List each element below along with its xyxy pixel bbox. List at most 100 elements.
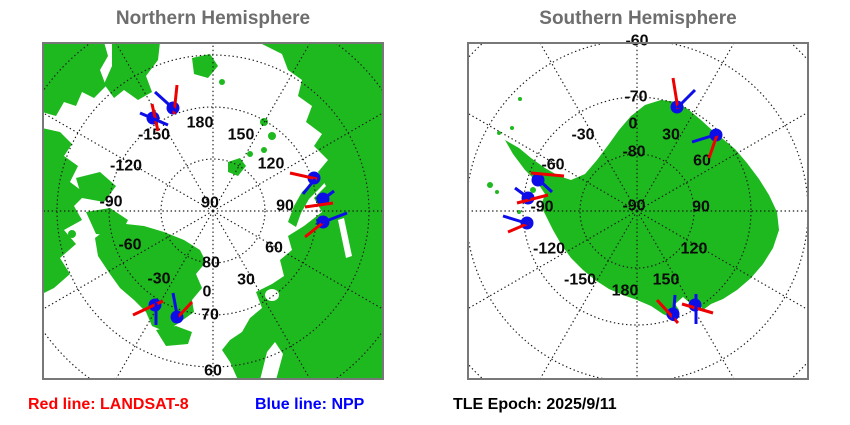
landsat8-track-line (707, 134, 719, 159)
meridian-line (212, 111, 384, 212)
land-islet (60, 188, 68, 196)
landsat8-track-line (150, 103, 160, 132)
graticule-label: 60 (693, 153, 711, 170)
north-landmasses (42, 42, 384, 380)
land-islet (268, 132, 276, 140)
npp-track-line (691, 132, 719, 144)
landsat8-track-line (175, 300, 194, 320)
graticule-label: 60 (265, 240, 283, 257)
north-map-title: Northern Hemisphere (115, 8, 311, 29)
land-chukotka (104, 42, 160, 100)
south-map-title: Southern Hemisphere (539, 8, 737, 29)
graticule-label: 80 (202, 255, 220, 272)
meridian-line (636, 42, 736, 212)
graticule-label: -60 (541, 157, 564, 174)
legend-tle-epoch: TLE Epoch: 2025/9/11 (453, 396, 617, 413)
latitude-ring (579, 153, 695, 269)
north-graticule-labels: 180 150 -150 120 -120 90 -90 90 60 -60 80 30 -30 0 70 6… (99, 115, 294, 380)
npp-track-line (671, 294, 677, 322)
meridian-line (212, 210, 312, 380)
land-islet (510, 126, 514, 130)
graticule-label: -70 (624, 89, 647, 106)
npp-track-line (153, 90, 178, 113)
npp-track-line (139, 111, 169, 127)
graticule-label: -90 (622, 198, 645, 215)
land-islet (495, 190, 499, 194)
meridian-line (467, 210, 638, 310)
graticule-label: -90 (530, 199, 553, 216)
meridian-line (636, 210, 736, 380)
graticule-label: -90 (99, 194, 122, 211)
graticule-label: -30 (571, 127, 594, 144)
npp-track-line (536, 177, 554, 194)
graticule-label: 180 (187, 115, 214, 132)
landsat8-track-line (132, 299, 164, 317)
legend-landsat8: Red line: LANDSAT-8 (28, 396, 189, 413)
graticule-label: 180 (612, 283, 639, 300)
graticule-label: 120 (681, 241, 708, 258)
graticule-label: -80 (622, 144, 645, 161)
north-satellite-markers (132, 84, 348, 325)
meridian-line (114, 210, 214, 380)
land-islet (68, 230, 76, 238)
npp-track-line (301, 178, 317, 195)
southern-hemisphere-map: -60 -70 0 30 -30 -80 60 -60 90 -90 -90 120 -120 150 -1… (467, 33, 809, 380)
landsat8-track-line (516, 193, 549, 205)
water-ob-gulf (338, 218, 352, 258)
npp-track-line (321, 189, 335, 202)
graticule-label: -60 (625, 33, 648, 50)
graticule-label: -30 (147, 271, 170, 288)
graticule-label: -150 (564, 272, 596, 289)
landsat8-track-line (507, 221, 530, 234)
graticule-label: -120 (533, 241, 565, 258)
south-graticule-labels: -60 -70 0 30 -30 -80 60 -60 90 -90 -90 120 -120 150 -1… (530, 33, 711, 300)
land-islet (219, 79, 225, 85)
north-map-frame (42, 42, 384, 380)
npp-track-line (171, 292, 180, 321)
meridian-line (42, 111, 214, 212)
land-alaska (42, 42, 108, 116)
land-novaya-zemlya (288, 174, 328, 227)
graticule-label: 30 (662, 127, 680, 144)
latitude-ring (108, 106, 318, 316)
graticule-label: 90 (276, 198, 294, 215)
meridian-line (114, 42, 214, 212)
landsat8-track-line (304, 201, 334, 209)
landsat8-track-line (530, 171, 565, 178)
meridian-line (636, 210, 809, 311)
meridian-line (538, 210, 638, 380)
graticule-label: 150 (228, 127, 255, 144)
land-islet (530, 187, 536, 193)
latitude-ring (160, 158, 266, 264)
land-svalbard (228, 158, 246, 176)
meridian-line (42, 210, 214, 311)
land-new-siberian-islands (192, 54, 218, 78)
south-map-frame (467, 42, 809, 380)
npp-track-line (675, 88, 697, 110)
landsat8-track-line (671, 77, 680, 110)
water-white-sea (265, 289, 279, 301)
land-islet (261, 147, 267, 153)
land-islet (487, 182, 493, 188)
meridian-line (636, 111, 809, 212)
graticule-label: 120 (258, 156, 285, 173)
north-graticule (42, 42, 384, 380)
graticule-label: 0 (203, 284, 212, 301)
meridian-line (538, 42, 638, 212)
graticule-label: 70 (201, 307, 219, 324)
graticule-label: 30 (237, 272, 255, 289)
landsat8-track-line (289, 171, 318, 181)
latitude-ring (522, 96, 752, 326)
land-arctic-island (86, 208, 128, 236)
graticule-label: -60 (118, 237, 141, 254)
land-arctic-island (76, 172, 116, 202)
land-islet (247, 151, 253, 157)
npp-track-line (502, 214, 530, 226)
meridian-line (467, 112, 638, 212)
graticule-label: 0 (629, 116, 638, 133)
meridian-line (212, 42, 312, 212)
npp-track-line (514, 186, 531, 201)
land-iceland (156, 326, 192, 346)
graticule-label: 90 (201, 195, 219, 212)
